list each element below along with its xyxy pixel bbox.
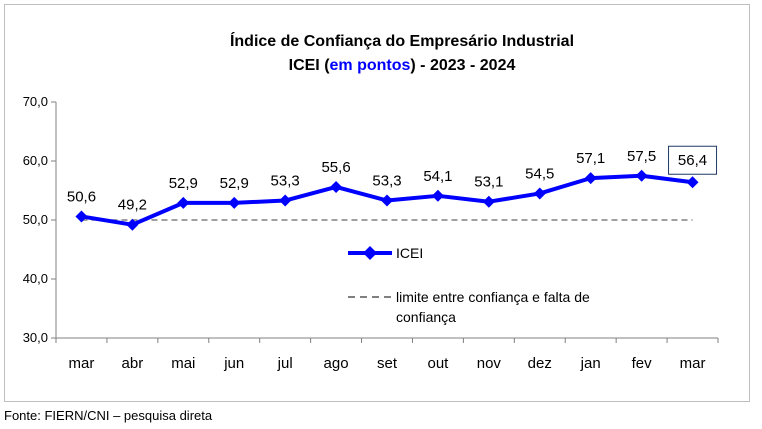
data-label: 53,1 <box>474 174 503 191</box>
y-axis: 30,0 40,0 50,0 60,0 70,0 <box>23 94 57 345</box>
x-tick-label: out <box>427 355 449 372</box>
y-tick-label: 50,0 <box>23 212 48 227</box>
legend-limit-label-line2: confiança <box>396 309 456 325</box>
x-axis: mar abr mai jun jul ago set out nov dez jan fev mar <box>55 337 719 372</box>
data-point <box>126 218 139 231</box>
data-label: 52,9 <box>220 175 249 192</box>
data-point <box>330 180 343 193</box>
data-point <box>279 194 292 207</box>
data-label: 55,6 <box>321 159 350 176</box>
chart-frame <box>4 4 750 402</box>
data-label: 50,6 <box>67 188 96 205</box>
y-tick-label: 30,0 <box>23 330 48 345</box>
legend: ICEI limite entre confiança e falta de c… <box>348 245 590 325</box>
data-label: 54,5 <box>525 165 554 182</box>
chart-title-line2: ICEI (em pontos) - 2023 - 2024 <box>289 57 516 74</box>
legend-icei-label: ICEI <box>396 245 423 261</box>
data-point <box>177 196 190 209</box>
highlight-label-box <box>668 145 718 175</box>
icei-series <box>75 169 699 231</box>
data-point <box>635 169 648 182</box>
data-label: 53,3 <box>372 173 401 190</box>
data-point <box>533 187 546 200</box>
data-label: 52,9 <box>169 175 198 192</box>
data-point <box>228 196 241 209</box>
x-tick-label: jun <box>223 355 244 372</box>
data-point <box>584 172 597 185</box>
data-label: 57,1 <box>576 150 605 167</box>
data-label: 53,3 <box>271 173 300 190</box>
data-label: 56,4 <box>678 152 707 169</box>
data-point <box>381 194 393 207</box>
x-tick-label: mar <box>680 355 706 372</box>
y-tick-label: 60,0 <box>23 153 48 168</box>
legend-limit-label-line1: limite entre confiança e falta de <box>396 289 590 305</box>
data-labels: 50,6 49,2 52,9 52,9 53,3 55,6 53,3 54,1 53,1 54,5… <box>67 145 718 214</box>
data-point <box>686 176 699 189</box>
data-label: 57,5 <box>627 148 656 165</box>
x-tick-label: abr <box>122 355 144 372</box>
x-tick-label: set <box>377 355 398 372</box>
x-tick-label: jan <box>580 355 601 372</box>
x-tick-label: ago <box>324 355 349 372</box>
x-tick-label: mar <box>69 355 95 372</box>
y-tick-label: 70,0 <box>23 94 48 109</box>
data-point <box>75 210 88 223</box>
data-point <box>431 189 444 202</box>
x-tick-label: fev <box>632 355 653 372</box>
x-tick-label: jul <box>277 355 293 372</box>
y-tick-label: 40,0 <box>23 271 48 286</box>
x-tick-label: dez <box>528 355 552 372</box>
data-point <box>482 195 495 208</box>
x-tick-label: mai <box>171 355 195 372</box>
x-tick-label: nov <box>477 355 502 372</box>
chart-title-line1: Índice de Confiança do Empresário Indust… <box>230 31 574 50</box>
legend-icei-marker <box>363 246 377 260</box>
data-label: 54,1 <box>423 168 452 185</box>
data-label: 49,2 <box>118 197 147 214</box>
source-note: Fonte: FIERN/CNI – pesquisa direta <box>4 408 213 423</box>
